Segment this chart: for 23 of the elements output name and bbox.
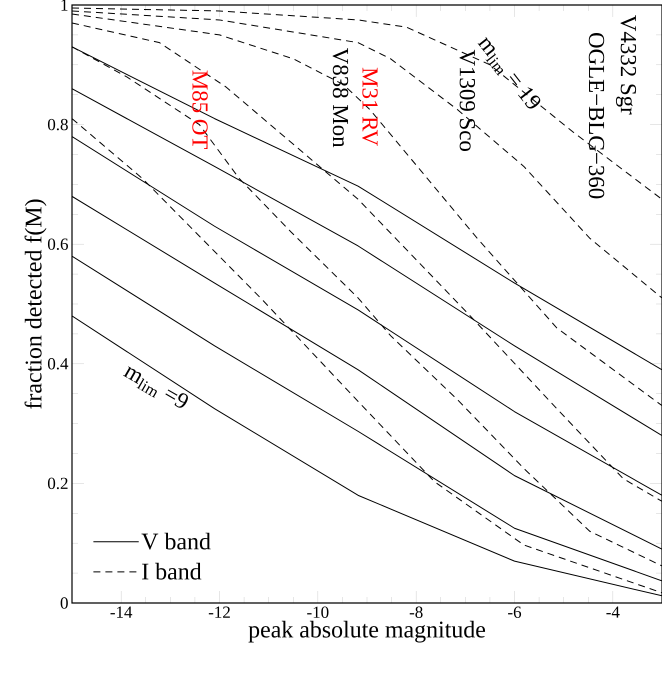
legend-label: V band xyxy=(142,532,211,550)
legend-label: I band xyxy=(142,562,202,580)
y-tick-label: 0.2 xyxy=(48,478,68,490)
x-tick-label: -6 xyxy=(508,606,522,618)
annotation: V838 Mon xyxy=(332,48,348,148)
y-tick-label: 0.4 xyxy=(48,358,68,370)
x-tick-label: -14 xyxy=(110,606,132,618)
y-tick-label: 0 xyxy=(60,597,68,609)
x-tick-label: -4 xyxy=(606,606,620,618)
x-tick-label: -8 xyxy=(410,606,423,618)
x-tick-label: -12 xyxy=(208,606,230,618)
y-axis-title: fraction detected f(M) xyxy=(24,199,46,409)
annotation: OGLE−BLG−360 xyxy=(588,32,604,198)
x-tick-label: -10 xyxy=(307,606,328,618)
x-axis-title: peak absolute magnitude xyxy=(248,620,486,643)
annotation: m$_{lim}$ =9 xyxy=(123,366,188,408)
y-tick-label: 0.6 xyxy=(48,238,68,250)
annotation: V1309 Sco xyxy=(460,50,476,152)
annotation: M85 OT xyxy=(192,70,208,150)
annotation: m$_{lim}$ = 19 xyxy=(478,36,540,109)
annotation: M31 RV xyxy=(362,68,378,146)
y-tick-label: 0.8 xyxy=(48,118,68,130)
annotation: V4332 Sgr xyxy=(616,15,636,115)
